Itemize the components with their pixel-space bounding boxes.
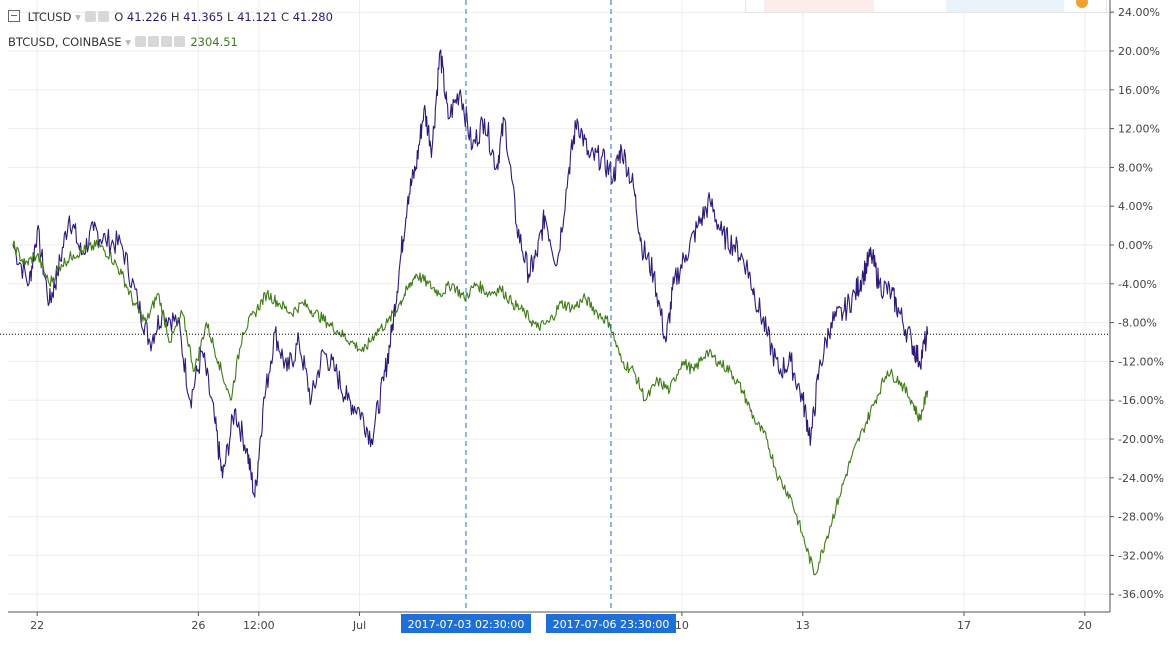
x-tick-label: 10 [675,619,689,632]
status-dot [1076,0,1088,8]
axes [8,0,1114,616]
y-tick-label: 0.00% [1118,239,1153,252]
y-tick-label: 24.00% [1118,6,1160,19]
high-value: 41.365 [183,10,224,24]
close-label: C [281,10,290,24]
compare-symbol-name[interactable]: BTCUSD, COINBASE [8,35,122,49]
low-value: 41.121 [237,10,278,24]
ask-cell [946,0,1064,12]
y-tick-label: 12.00% [1118,123,1160,136]
high-label: H [170,10,180,24]
settings-icon[interactable] [97,11,109,22]
main-symbol-name[interactable]: LTCUSD [27,10,72,24]
crosshair-time-label: 2017-07-06 23:30:00 [553,618,670,631]
y-tick-label: -28.00% [1118,511,1164,524]
y-tick-label: 8.00% [1118,161,1153,174]
add-icon[interactable] [160,36,172,47]
y-tick-label: 4.00% [1118,200,1153,213]
y-tick-label: -8.00% [1118,317,1157,330]
y-tick-label: -36.00% [1118,588,1164,601]
y-tick-label: -24.00% [1118,472,1164,485]
y-tick-label: -32.00% [1118,549,1164,562]
collapse-icon[interactable] [8,10,20,22]
settings-icon[interactable] [147,36,159,47]
y-tick-label: -4.00% [1118,278,1157,291]
open-value: 41.226 [126,10,168,24]
x-tick-label: 13 [796,619,810,632]
crosshair: 2017-07-03 02:30:00 2017-07-06 23:30:00 [0,0,1110,633]
legend-main[interactable]: LTCUSD ▾ O 41.226 H 41.365 L 41.121 C 41… [8,9,333,24]
crosshair-time-box [401,614,531,633]
series-line-btcusd [12,239,929,576]
eye-icon[interactable] [84,11,96,22]
series-layer [12,49,929,576]
x-tick-label: Jul [352,619,366,632]
grid [8,0,1110,612]
bid-cell [764,0,874,12]
x-axis-labels: 22 26 12:00 Jul 10 13 17 20 [30,619,1092,632]
x-tick-label: 20 [1078,619,1092,632]
y-tick-label: -20.00% [1118,433,1164,446]
legend-compare[interactable]: BTCUSD, COINBASE ▾ 2304.51 [8,35,238,49]
x-tick-label: 17 [957,619,971,632]
dropdown-icon[interactable]: ▾ [75,10,81,24]
series-line-ltcusd [12,49,929,498]
open-label: O [114,10,124,24]
close-value: 41.280 [292,10,333,24]
y-tick-label: -12.00% [1118,355,1164,368]
x-tick-label: 12:00 [243,619,275,632]
remove-icon[interactable] [173,36,185,47]
crosshair-time-label: 2017-07-03 02:30:00 [408,618,525,631]
dropdown-icon[interactable]: ▾ [125,35,131,49]
x-tick-label: 26 [191,619,205,632]
y-tick-label: -16.00% [1118,394,1164,407]
y-axis-labels: 24.00% 20.00% 16.00% 12.00% 8.00% 4.00% 0.00% -… [1118,6,1164,601]
crosshair-time-box [546,614,676,633]
eye-icon[interactable] [134,36,146,47]
low-label: L [227,10,234,24]
y-tick-label: 20.00% [1118,45,1160,58]
x-tick-label: 22 [30,619,44,632]
compare-value: 2304.51 [190,35,238,49]
top-price-widget [745,0,1107,13]
y-tick-label: 16.00% [1118,84,1160,97]
